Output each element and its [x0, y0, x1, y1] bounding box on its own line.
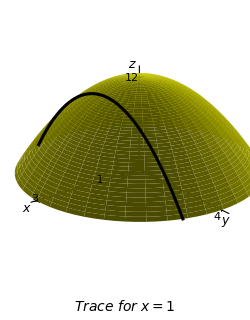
Text: Trace for $x = 1$: Trace for $x = 1$ — [74, 299, 176, 314]
